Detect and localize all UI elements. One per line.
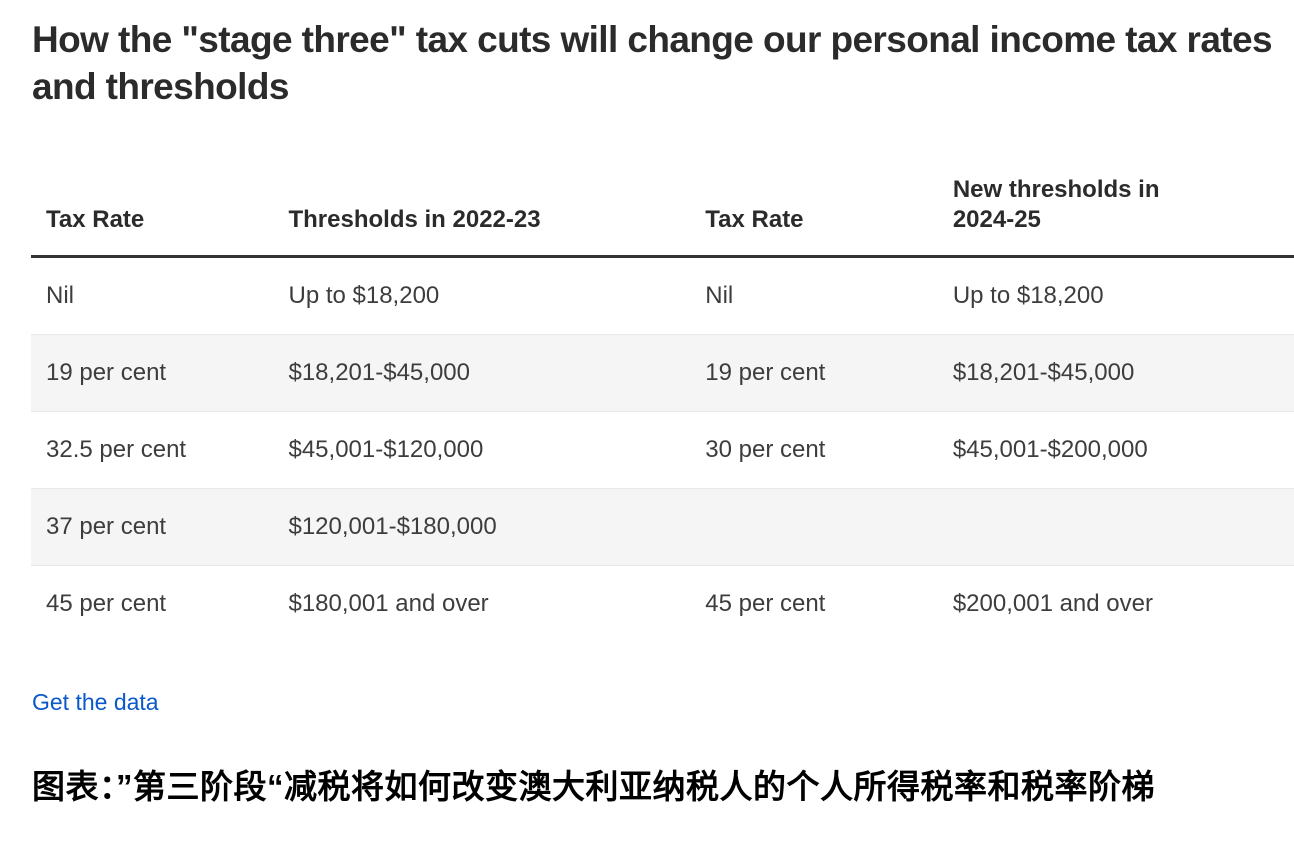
- cell-threshold-new: $45,001-$200,000: [952, 435, 1148, 463]
- get-the-data-link[interactable]: Get the data: [32, 688, 159, 715]
- cell-rate-old: 19 per cent: [46, 358, 167, 386]
- column-header-new-thresholds-2024-25: New thresholds in 2024-25: [937, 160, 1294, 258]
- column-header-label: New thresholds in 2024-25: [952, 175, 1160, 233]
- cell-rate-new: 19 per cent: [705, 358, 826, 386]
- table-header-row: Tax Rate Thresholds in 2022-23 Tax Rate …: [31, 160, 1294, 258]
- cell-rate-old: 45 per cent: [46, 589, 167, 617]
- column-header-thresholds-2022-23: Thresholds in 2022-23: [273, 160, 691, 258]
- cell-threshold-new: [938, 488, 1294, 565]
- cell-threshold-new: $18,201-$45,000: [952, 358, 1135, 386]
- cell-threshold-new: $200,001 and over: [952, 589, 1153, 617]
- cell-rate-new: Nil: [705, 281, 734, 309]
- table-row: 37 per cent $120,001-$180,000: [31, 488, 1294, 566]
- cell-rate-new: [690, 488, 938, 565]
- column-header-tax-rate-new: Tax Rate: [690, 160, 938, 258]
- table-row: 45 per cent $180,001 and over 45 per cen…: [31, 565, 1294, 642]
- chart-container: How the "stage three" tax cuts will chan…: [0, 16, 1294, 809]
- chinese-caption: 图表：”第三阶段“减税将如何改变澳大利亚纳税人的个人所得税率和税率阶梯: [32, 767, 1155, 805]
- cell-rate-old: Nil: [46, 281, 74, 309]
- tax-comparison-table: Tax Rate Thresholds in 2022-23 Tax Rate …: [31, 160, 1294, 642]
- cell-threshold-old: $45,001-$120,000: [288, 435, 484, 463]
- cell-threshold-new: Up to $18,200: [952, 281, 1104, 309]
- cell-threshold-old: Up to $18,200: [288, 281, 440, 309]
- cell-threshold-old: $18,201-$45,000: [288, 358, 470, 386]
- page-title: How the "stage three" tax cuts will chan…: [32, 19, 1273, 108]
- table-row: Nil Up to $18,200 Nil Up to $18,200: [31, 256, 1294, 334]
- column-header-tax-rate-old: Tax Rate: [31, 160, 274, 258]
- cell-rate-old: 37 per cent: [46, 512, 167, 540]
- table-row: 32.5 per cent $45,001-$120,000 30 per ce…: [31, 411, 1294, 488]
- cell-rate-new: 30 per cent: [705, 435, 826, 463]
- table-row: 19 per cent $18,201-$45,000 19 per cent …: [31, 334, 1294, 412]
- cell-rate-old: 32.5 per cent: [46, 435, 187, 463]
- cell-rate-new: 45 per cent: [705, 589, 826, 617]
- cell-threshold-old: $120,001-$180,000: [288, 512, 497, 540]
- cell-threshold-old: $180,001 and over: [288, 589, 489, 617]
